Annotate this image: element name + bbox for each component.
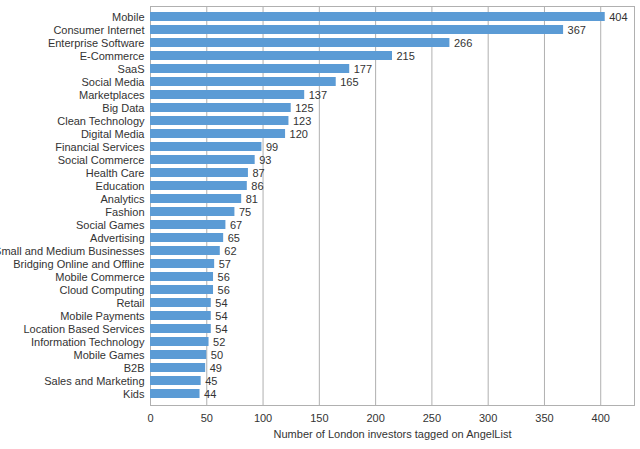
svg-text:Advertising: Advertising: [90, 232, 144, 244]
svg-text:215: 215: [397, 50, 415, 62]
svg-text:Clean Technology: Clean Technology: [57, 115, 145, 127]
svg-text:266: 266: [454, 37, 472, 49]
svg-text:Kids: Kids: [123, 388, 145, 400]
svg-text:Retail: Retail: [116, 297, 144, 309]
svg-text:Education: Education: [96, 180, 145, 192]
svg-text:177: 177: [354, 63, 372, 75]
svg-text:123: 123: [293, 115, 311, 127]
svg-text:350: 350: [535, 412, 553, 424]
svg-text:75: 75: [239, 206, 251, 218]
svg-text:45: 45: [205, 375, 217, 387]
svg-text:Location Based Services: Location Based Services: [23, 323, 145, 335]
svg-text:54: 54: [215, 310, 227, 322]
svg-text:250: 250: [423, 412, 441, 424]
svg-text:125: 125: [295, 102, 313, 114]
svg-text:E-Commerce: E-Commerce: [80, 50, 145, 62]
svg-text:Mobile Commerce: Mobile Commerce: [55, 271, 144, 283]
svg-text:Fashion: Fashion: [105, 206, 144, 218]
svg-text:Cloud Computing: Cloud Computing: [60, 284, 145, 296]
svg-text:99: 99: [266, 141, 278, 153]
svg-text:Big Data: Big Data: [102, 102, 145, 114]
svg-text:Consumer Internet: Consumer Internet: [53, 24, 144, 36]
svg-text:62: 62: [224, 245, 236, 257]
svg-text:B2B: B2B: [124, 362, 145, 374]
svg-text:Social Commerce: Social Commerce: [58, 154, 145, 166]
svg-text:Mobile Payments: Mobile Payments: [60, 310, 145, 322]
svg-text:Number of London investors tag: Number of London investors tagged on Ang…: [274, 428, 512, 440]
svg-text:67: 67: [230, 219, 242, 231]
svg-text:200: 200: [366, 412, 384, 424]
svg-text:56: 56: [218, 284, 230, 296]
svg-text:300: 300: [479, 412, 497, 424]
svg-text:Bridging Online and Offline: Bridging Online and Offline: [13, 258, 144, 270]
svg-text:400: 400: [592, 412, 610, 424]
svg-text:Enterprise Software: Enterprise Software: [48, 37, 145, 49]
svg-text:54: 54: [215, 323, 227, 335]
svg-text:65: 65: [228, 232, 240, 244]
svg-text:Financial Services: Financial Services: [55, 141, 145, 153]
svg-text:86: 86: [251, 180, 263, 192]
svg-text:Health Care: Health Care: [86, 167, 145, 179]
svg-text:50: 50: [201, 412, 213, 424]
svg-text:57: 57: [219, 258, 231, 270]
svg-text:Social Media: Social Media: [82, 76, 146, 88]
svg-text:Analytics: Analytics: [100, 193, 145, 205]
svg-text:93: 93: [259, 154, 271, 166]
svg-text:Sales and Marketing: Sales and Marketing: [44, 375, 144, 387]
svg-text:56: 56: [218, 271, 230, 283]
svg-text:87: 87: [252, 167, 264, 179]
svg-text:150: 150: [310, 412, 328, 424]
svg-text:Mobile Games: Mobile Games: [74, 349, 145, 361]
svg-text:Digital Media: Digital Media: [81, 128, 145, 140]
svg-text:Information Technology: Information Technology: [31, 336, 145, 348]
svg-text:Mobile: Mobile: [112, 11, 144, 23]
svg-text:81: 81: [246, 193, 258, 205]
svg-text:Social Games: Social Games: [76, 219, 145, 231]
svg-text:100: 100: [254, 412, 272, 424]
svg-text:49: 49: [210, 362, 222, 374]
svg-text:367: 367: [568, 24, 586, 36]
svg-text:44: 44: [204, 388, 216, 400]
svg-text:Small and Medium Businesses: Small and Medium Businesses: [0, 245, 145, 257]
svg-text:Marketplaces: Marketplaces: [79, 89, 145, 101]
svg-text:120: 120: [290, 128, 308, 140]
svg-text:50: 50: [211, 349, 223, 361]
svg-text:404: 404: [609, 11, 627, 23]
svg-text:SaaS: SaaS: [118, 63, 145, 75]
svg-text:0: 0: [147, 412, 153, 424]
svg-text:52: 52: [213, 336, 225, 348]
svg-text:165: 165: [340, 76, 358, 88]
svg-text:137: 137: [309, 89, 327, 101]
svg-text:54: 54: [215, 297, 227, 309]
